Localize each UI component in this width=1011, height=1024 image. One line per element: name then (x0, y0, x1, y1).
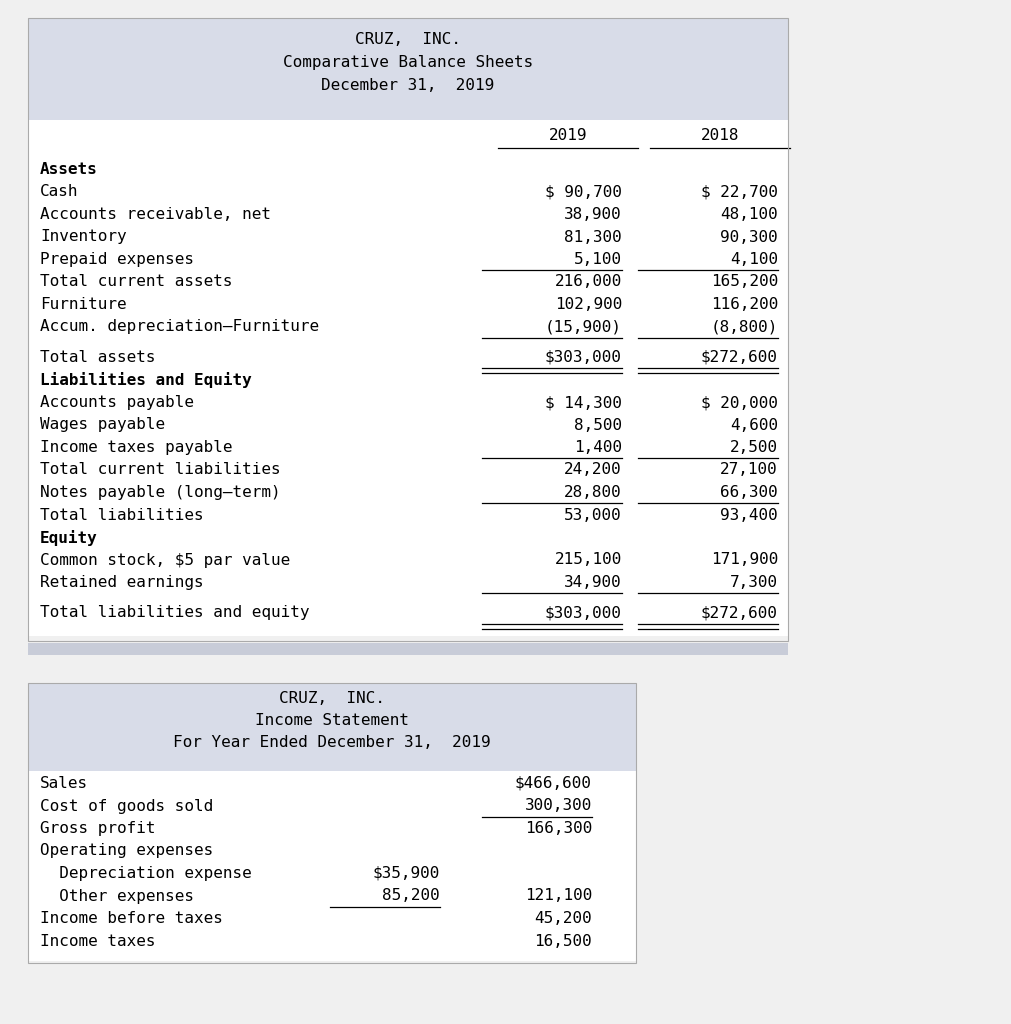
Text: Other expenses: Other expenses (40, 889, 194, 903)
Text: Cost of goods sold: Cost of goods sold (40, 799, 213, 813)
Bar (28, 683, 636, 771)
Text: Common stock, $5 par value: Common stock, $5 par value (40, 553, 290, 567)
Text: Depreciation expense: Depreciation expense (40, 866, 252, 881)
Text: Accounts receivable, net: Accounts receivable, net (40, 207, 271, 222)
Text: Income taxes payable: Income taxes payable (40, 440, 233, 455)
Text: 27,100: 27,100 (720, 463, 778, 477)
Bar (28, 683, 636, 963)
Text: 2019: 2019 (549, 128, 587, 143)
Text: 216,000: 216,000 (555, 274, 622, 290)
Text: $ 20,000: $ 20,000 (701, 395, 778, 410)
Text: 102,900: 102,900 (555, 297, 622, 312)
Text: December 31,  2019: December 31, 2019 (321, 78, 494, 93)
Text: $ 90,700: $ 90,700 (545, 184, 622, 200)
Text: $ 14,300: $ 14,300 (545, 395, 622, 410)
Text: 66,300: 66,300 (720, 485, 778, 500)
Text: Comparative Balance Sheets: Comparative Balance Sheets (283, 55, 533, 70)
Text: Liabilities and Equity: Liabilities and Equity (40, 373, 252, 388)
Text: 4,600: 4,600 (730, 418, 778, 432)
Text: Total current assets: Total current assets (40, 274, 233, 290)
Text: $303,000: $303,000 (545, 350, 622, 365)
Text: 24,200: 24,200 (564, 463, 622, 477)
Text: 2018: 2018 (701, 128, 739, 143)
Text: (8,800): (8,800) (711, 319, 778, 335)
Text: Gross profit: Gross profit (40, 821, 156, 836)
Bar (28, 643, 788, 655)
Text: Accum. depreciation—Furniture: Accum. depreciation—Furniture (40, 319, 319, 335)
Bar (28, 120, 788, 636)
Text: 48,100: 48,100 (720, 207, 778, 222)
Text: Cash: Cash (40, 184, 79, 200)
Text: Sales: Sales (40, 776, 88, 791)
Text: 81,300: 81,300 (564, 229, 622, 245)
Text: 45,200: 45,200 (534, 911, 592, 926)
Text: Total assets: Total assets (40, 350, 156, 365)
Text: Income taxes: Income taxes (40, 934, 156, 948)
Text: Equity: Equity (40, 530, 98, 546)
Text: $466,600: $466,600 (515, 776, 592, 791)
Text: 300,300: 300,300 (525, 799, 592, 813)
Text: $ 22,700: $ 22,700 (701, 184, 778, 200)
Text: 1,400: 1,400 (574, 440, 622, 455)
Text: 34,900: 34,900 (564, 575, 622, 590)
Text: Assets: Assets (40, 162, 98, 177)
Text: 165,200: 165,200 (711, 274, 778, 290)
Text: (15,900): (15,900) (545, 319, 622, 335)
Text: 53,000: 53,000 (564, 508, 622, 522)
Text: 5,100: 5,100 (574, 252, 622, 267)
Text: Income Statement: Income Statement (255, 713, 409, 728)
Text: $272,600: $272,600 (701, 350, 778, 365)
Text: Income before taxes: Income before taxes (40, 911, 222, 926)
Text: Accounts payable: Accounts payable (40, 395, 194, 410)
Bar (28, 18, 788, 120)
Text: 2,500: 2,500 (730, 440, 778, 455)
Text: For Year Ended December 31,  2019: For Year Ended December 31, 2019 (173, 735, 490, 750)
Text: Wages payable: Wages payable (40, 418, 165, 432)
Text: Furniture: Furniture (40, 297, 126, 312)
Text: 121,100: 121,100 (525, 889, 592, 903)
Text: Prepaid expenses: Prepaid expenses (40, 252, 194, 267)
Text: 16,500: 16,500 (534, 934, 592, 948)
Text: 8,500: 8,500 (574, 418, 622, 432)
Text: Total current liabilities: Total current liabilities (40, 463, 281, 477)
Text: Notes payable (long–term): Notes payable (long–term) (40, 485, 281, 500)
Text: $35,900: $35,900 (373, 866, 440, 881)
Text: Total liabilities and equity: Total liabilities and equity (40, 605, 309, 621)
Text: Inventory: Inventory (40, 229, 126, 245)
Text: CRUZ,  INC.: CRUZ, INC. (279, 691, 385, 706)
Bar (28, 18, 788, 641)
Text: 90,300: 90,300 (720, 229, 778, 245)
Text: 85,200: 85,200 (382, 889, 440, 903)
Text: Total liabilities: Total liabilities (40, 508, 203, 522)
Text: Operating expenses: Operating expenses (40, 844, 213, 858)
Text: 7,300: 7,300 (730, 575, 778, 590)
Text: 116,200: 116,200 (711, 297, 778, 312)
Text: 4,100: 4,100 (730, 252, 778, 267)
Text: 171,900: 171,900 (711, 553, 778, 567)
Text: $272,600: $272,600 (701, 605, 778, 621)
Text: 166,300: 166,300 (525, 821, 592, 836)
Text: 38,900: 38,900 (564, 207, 622, 222)
Text: CRUZ,  INC.: CRUZ, INC. (355, 32, 461, 47)
Bar (28, 771, 636, 961)
Text: 93,400: 93,400 (720, 508, 778, 522)
Text: $303,000: $303,000 (545, 605, 622, 621)
Text: 215,100: 215,100 (555, 553, 622, 567)
Text: 28,800: 28,800 (564, 485, 622, 500)
Text: Retained earnings: Retained earnings (40, 575, 203, 590)
